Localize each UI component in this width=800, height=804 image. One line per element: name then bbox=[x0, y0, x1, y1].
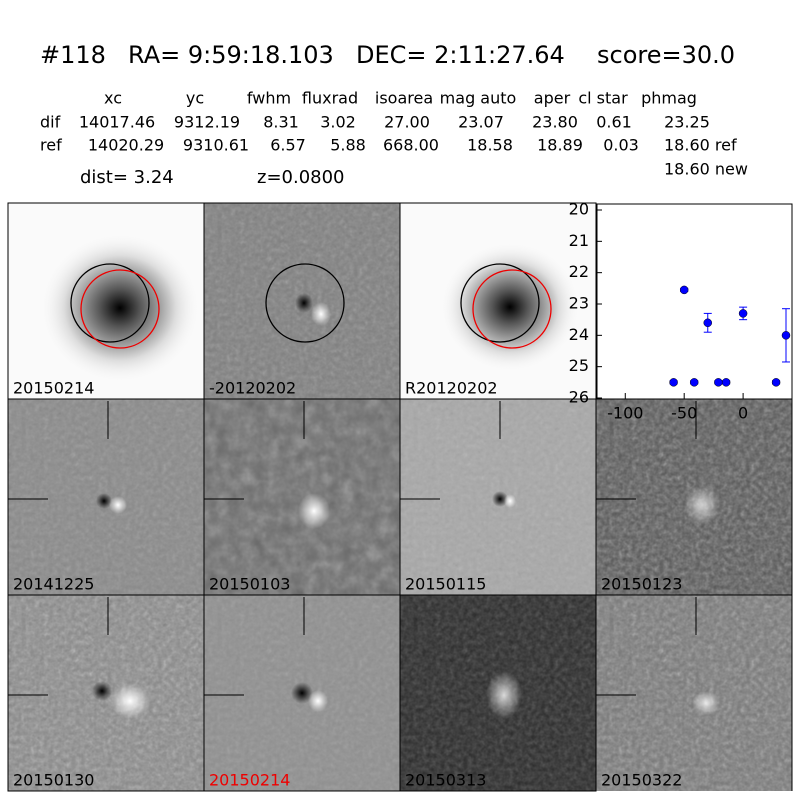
cand-id: #118 bbox=[40, 41, 106, 69]
stamp-label: 20150322 bbox=[601, 771, 682, 790]
cell: 6.57 bbox=[270, 136, 306, 155]
stamp-label: 20150130 bbox=[13, 771, 94, 790]
stamp bbox=[8, 595, 204, 791]
stamp-labels: 20150214 -20120202 R20120202 20141225 201501… bbox=[13, 379, 682, 790]
redshift: z=0.0800 bbox=[257, 167, 345, 188]
row-label: ref bbox=[40, 136, 62, 155]
x-tick-label: -100 bbox=[607, 404, 643, 423]
column-header: phmag bbox=[641, 89, 697, 108]
point bbox=[721, 378, 731, 387]
column-header: fluxrad bbox=[302, 89, 358, 108]
stamp bbox=[204, 203, 400, 399]
point bbox=[703, 318, 713, 328]
cell: 0.61 bbox=[596, 113, 632, 132]
cell: 18.89 bbox=[537, 136, 583, 155]
column-header: fwhm bbox=[247, 89, 291, 108]
point bbox=[714, 378, 723, 387]
score: score=30.0 bbox=[597, 41, 735, 69]
stamp bbox=[400, 203, 596, 399]
column-header: yc bbox=[186, 89, 204, 108]
cell: 14020.29 bbox=[88, 136, 164, 155]
y-tick-label: 22 bbox=[569, 262, 589, 281]
cell: 18.60 ref bbox=[664, 136, 737, 155]
x-tick-label: 0 bbox=[738, 404, 748, 423]
ra: RA= 9:59:18.103 bbox=[128, 41, 334, 69]
cell: 9310.61 bbox=[183, 136, 249, 155]
stamp bbox=[8, 203, 204, 399]
cell: 23.07 bbox=[458, 113, 504, 132]
header: #118 RA= 9:59:18.103 DEC= 2:11:27.64 sco… bbox=[40, 41, 735, 69]
stamp-label: -20120202 bbox=[209, 379, 296, 398]
point bbox=[781, 331, 791, 340]
point bbox=[669, 378, 678, 387]
stamp bbox=[204, 595, 400, 791]
lightcurve: 20 21 22 23 24 25 26 -100 -50 0 bbox=[569, 200, 793, 423]
stamp-label: 20150214 bbox=[13, 379, 94, 398]
column-header: cl star bbox=[578, 89, 628, 108]
stamp-label: 20141225 bbox=[13, 575, 94, 594]
column-header: mag auto bbox=[440, 89, 517, 108]
stamp bbox=[400, 399, 596, 595]
y-tick-label: 23 bbox=[569, 294, 589, 313]
row-label: dif bbox=[40, 113, 61, 132]
stamp bbox=[400, 595, 596, 791]
y-tick-label: 26 bbox=[569, 388, 589, 407]
stamp-label: R20120202 bbox=[405, 379, 498, 398]
stamp-label: 20150103 bbox=[209, 575, 290, 594]
stamp-label: 20150214 bbox=[209, 771, 290, 790]
point bbox=[689, 378, 699, 387]
cell: 5.88 bbox=[330, 136, 366, 155]
cell: 0.03 bbox=[603, 136, 639, 155]
y-tick-label: 21 bbox=[569, 231, 589, 250]
cell: 3.02 bbox=[320, 113, 356, 132]
cell: 668.00 bbox=[383, 136, 439, 155]
stamp-label: 20150123 bbox=[601, 575, 682, 594]
column-header: isoarea bbox=[375, 89, 433, 108]
stamp-label: 20150115 bbox=[405, 575, 486, 594]
cell: 9312.19 bbox=[174, 113, 240, 132]
column-header: aper bbox=[534, 89, 571, 108]
dec: DEC= 2:11:27.64 bbox=[356, 41, 565, 69]
point bbox=[738, 309, 748, 318]
cell: 18.60 new bbox=[664, 160, 748, 179]
y-tick-label: 24 bbox=[569, 325, 589, 344]
stamp bbox=[596, 595, 792, 791]
cell: 18.58 bbox=[467, 136, 513, 155]
stamp bbox=[8, 399, 204, 595]
stamp-frames bbox=[7, 202, 793, 792]
plot-bg bbox=[596, 203, 793, 400]
y-tick-label: 20 bbox=[569, 200, 589, 219]
cell: 27.00 bbox=[384, 113, 430, 132]
table: xc yc fwhm fluxrad isoarea mag auto aper cl sta… bbox=[40, 89, 748, 179]
point bbox=[771, 378, 781, 387]
dist: dist= 3.24 bbox=[80, 167, 174, 188]
stamp bbox=[204, 399, 400, 595]
column-header: xc bbox=[104, 89, 122, 108]
point bbox=[679, 285, 689, 295]
stamp-label: 20150313 bbox=[405, 771, 486, 790]
info: dist= 3.24 z=0.0800 bbox=[80, 167, 345, 188]
stamp bbox=[596, 399, 792, 595]
cell: 14017.46 bbox=[79, 113, 155, 132]
cell: 23.80 bbox=[532, 113, 578, 132]
cell: 8.31 bbox=[263, 113, 299, 132]
x-tick-label: -50 bbox=[671, 404, 697, 423]
cell: 23.25 bbox=[664, 113, 710, 132]
y-tick-label: 25 bbox=[569, 356, 589, 375]
